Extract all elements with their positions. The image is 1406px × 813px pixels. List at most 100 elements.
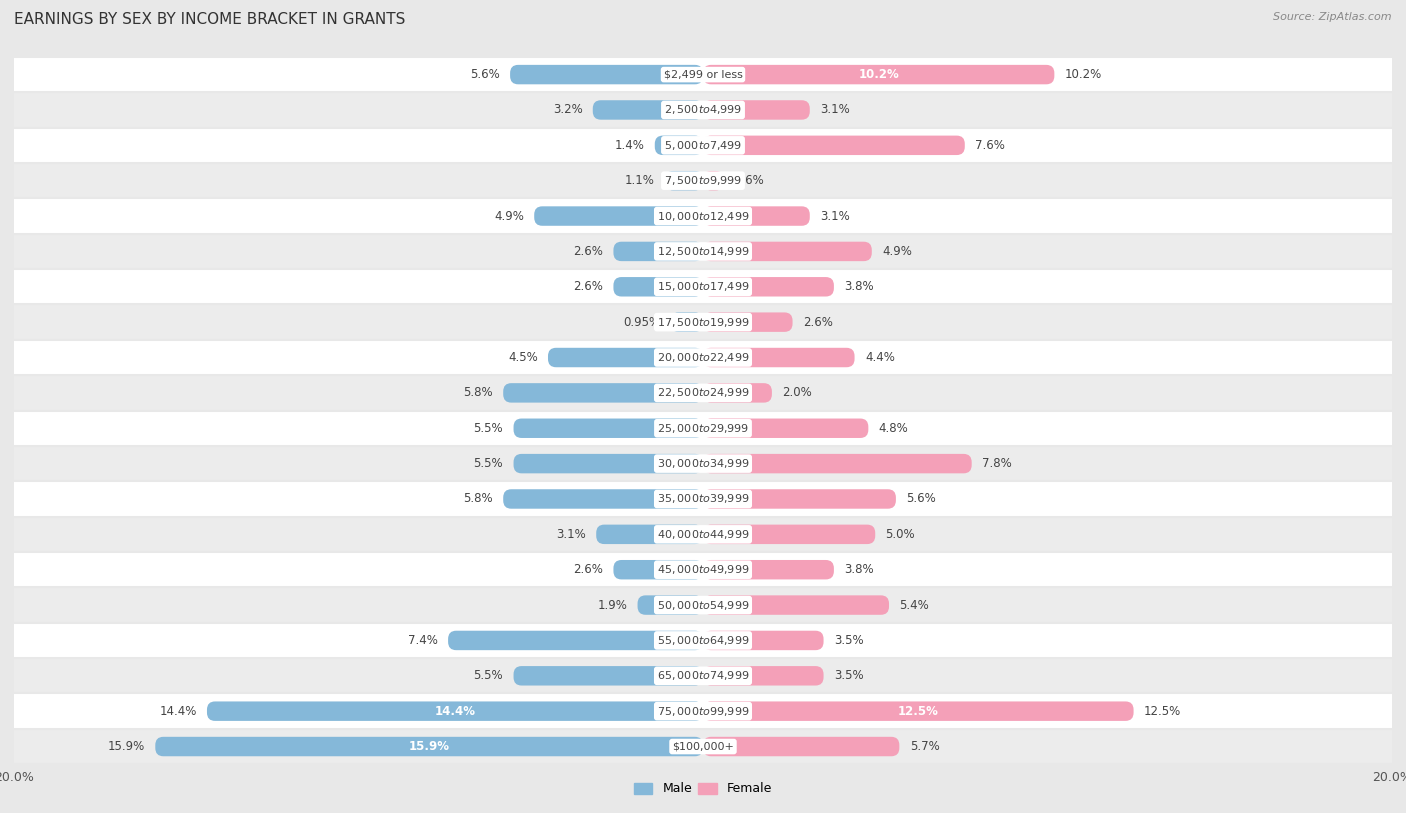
- FancyBboxPatch shape: [503, 383, 703, 402]
- FancyBboxPatch shape: [613, 241, 703, 261]
- Text: $40,000 to $44,999: $40,000 to $44,999: [657, 528, 749, 541]
- Bar: [14, 481, 1392, 517]
- Text: $35,000 to $39,999: $35,000 to $39,999: [657, 493, 749, 506]
- FancyBboxPatch shape: [449, 631, 703, 650]
- Text: 12.5%: 12.5%: [1144, 705, 1181, 718]
- FancyBboxPatch shape: [703, 454, 972, 473]
- Text: 2.6%: 2.6%: [574, 563, 603, 576]
- FancyBboxPatch shape: [703, 312, 793, 332]
- FancyBboxPatch shape: [513, 419, 703, 438]
- FancyBboxPatch shape: [703, 737, 900, 756]
- Text: 3.8%: 3.8%: [844, 563, 875, 576]
- Text: 3.5%: 3.5%: [834, 634, 863, 647]
- FancyBboxPatch shape: [665, 171, 703, 190]
- Text: $10,000 to $12,499: $10,000 to $12,499: [657, 210, 749, 223]
- Text: 3.1%: 3.1%: [820, 103, 849, 116]
- Bar: [14, 269, 1392, 304]
- Bar: [14, 587, 1392, 623]
- Text: $25,000 to $29,999: $25,000 to $29,999: [657, 422, 749, 435]
- FancyBboxPatch shape: [510, 65, 703, 85]
- Bar: [14, 233, 1392, 269]
- FancyBboxPatch shape: [703, 136, 965, 155]
- Text: $22,500 to $24,999: $22,500 to $24,999: [657, 386, 749, 399]
- Text: 15.9%: 15.9%: [409, 740, 450, 753]
- Text: 1.4%: 1.4%: [614, 139, 644, 152]
- Text: $12,500 to $14,999: $12,500 to $14,999: [657, 245, 749, 258]
- Text: $100,000+: $100,000+: [672, 741, 734, 751]
- FancyBboxPatch shape: [703, 702, 1133, 721]
- Text: 2.0%: 2.0%: [782, 386, 813, 399]
- FancyBboxPatch shape: [613, 277, 703, 297]
- Text: 4.5%: 4.5%: [508, 351, 537, 364]
- FancyBboxPatch shape: [155, 737, 703, 756]
- FancyBboxPatch shape: [703, 100, 810, 120]
- Text: $5,000 to $7,499: $5,000 to $7,499: [664, 139, 742, 152]
- Text: 3.1%: 3.1%: [557, 528, 586, 541]
- Bar: [14, 198, 1392, 234]
- Text: 5.7%: 5.7%: [910, 740, 939, 753]
- FancyBboxPatch shape: [703, 241, 872, 261]
- Text: 3.2%: 3.2%: [553, 103, 582, 116]
- Text: 5.8%: 5.8%: [463, 493, 494, 506]
- Text: $7,500 to $9,999: $7,500 to $9,999: [664, 174, 742, 187]
- FancyBboxPatch shape: [703, 277, 834, 297]
- FancyBboxPatch shape: [703, 65, 1054, 85]
- Text: 10.2%: 10.2%: [1064, 68, 1102, 81]
- FancyBboxPatch shape: [703, 489, 896, 509]
- FancyBboxPatch shape: [207, 702, 703, 721]
- FancyBboxPatch shape: [655, 136, 703, 155]
- Text: 0.6%: 0.6%: [734, 174, 763, 187]
- Text: 2.6%: 2.6%: [574, 245, 603, 258]
- Text: 3.1%: 3.1%: [820, 210, 849, 223]
- FancyBboxPatch shape: [503, 489, 703, 509]
- Text: 15.9%: 15.9%: [108, 740, 145, 753]
- Bar: [14, 729, 1392, 764]
- Text: 14.4%: 14.4%: [159, 705, 197, 718]
- FancyBboxPatch shape: [703, 524, 875, 544]
- FancyBboxPatch shape: [703, 207, 810, 226]
- Text: $50,000 to $54,999: $50,000 to $54,999: [657, 598, 749, 611]
- Text: 3.8%: 3.8%: [844, 280, 875, 293]
- Text: 5.0%: 5.0%: [886, 528, 915, 541]
- FancyBboxPatch shape: [596, 524, 703, 544]
- Bar: [14, 340, 1392, 375]
- Bar: [14, 659, 1392, 693]
- Text: 5.5%: 5.5%: [474, 669, 503, 682]
- FancyBboxPatch shape: [548, 348, 703, 367]
- Text: 0.95%: 0.95%: [623, 315, 659, 328]
- Text: EARNINGS BY SEX BY INCOME BRACKET IN GRANTS: EARNINGS BY SEX BY INCOME BRACKET IN GRA…: [14, 12, 405, 27]
- Text: 2.6%: 2.6%: [574, 280, 603, 293]
- Text: 3.5%: 3.5%: [834, 669, 863, 682]
- Text: Source: ZipAtlas.com: Source: ZipAtlas.com: [1274, 12, 1392, 22]
- FancyBboxPatch shape: [534, 207, 703, 226]
- FancyBboxPatch shape: [637, 595, 703, 615]
- Text: 5.6%: 5.6%: [907, 493, 936, 506]
- Text: 1.1%: 1.1%: [624, 174, 655, 187]
- Text: 5.6%: 5.6%: [470, 68, 499, 81]
- Text: 12.5%: 12.5%: [898, 705, 939, 718]
- Text: $2,499 or less: $2,499 or less: [664, 70, 742, 80]
- Text: 1.9%: 1.9%: [598, 598, 627, 611]
- FancyBboxPatch shape: [593, 100, 703, 120]
- Text: 7.4%: 7.4%: [408, 634, 437, 647]
- Text: $75,000 to $99,999: $75,000 to $99,999: [657, 705, 749, 718]
- FancyBboxPatch shape: [703, 383, 772, 402]
- FancyBboxPatch shape: [703, 419, 869, 438]
- Bar: [14, 163, 1392, 198]
- FancyBboxPatch shape: [703, 348, 855, 367]
- Text: 5.5%: 5.5%: [474, 457, 503, 470]
- Text: 4.8%: 4.8%: [879, 422, 908, 435]
- FancyBboxPatch shape: [613, 560, 703, 580]
- FancyBboxPatch shape: [671, 312, 703, 332]
- Bar: [14, 517, 1392, 552]
- Text: 2.6%: 2.6%: [803, 315, 832, 328]
- FancyBboxPatch shape: [513, 666, 703, 685]
- Bar: [14, 693, 1392, 729]
- Text: 5.5%: 5.5%: [474, 422, 503, 435]
- Text: $65,000 to $74,999: $65,000 to $74,999: [657, 669, 749, 682]
- FancyBboxPatch shape: [703, 560, 834, 580]
- Text: $20,000 to $22,499: $20,000 to $22,499: [657, 351, 749, 364]
- Text: 4.9%: 4.9%: [882, 245, 912, 258]
- Bar: [14, 623, 1392, 659]
- Bar: [14, 92, 1392, 128]
